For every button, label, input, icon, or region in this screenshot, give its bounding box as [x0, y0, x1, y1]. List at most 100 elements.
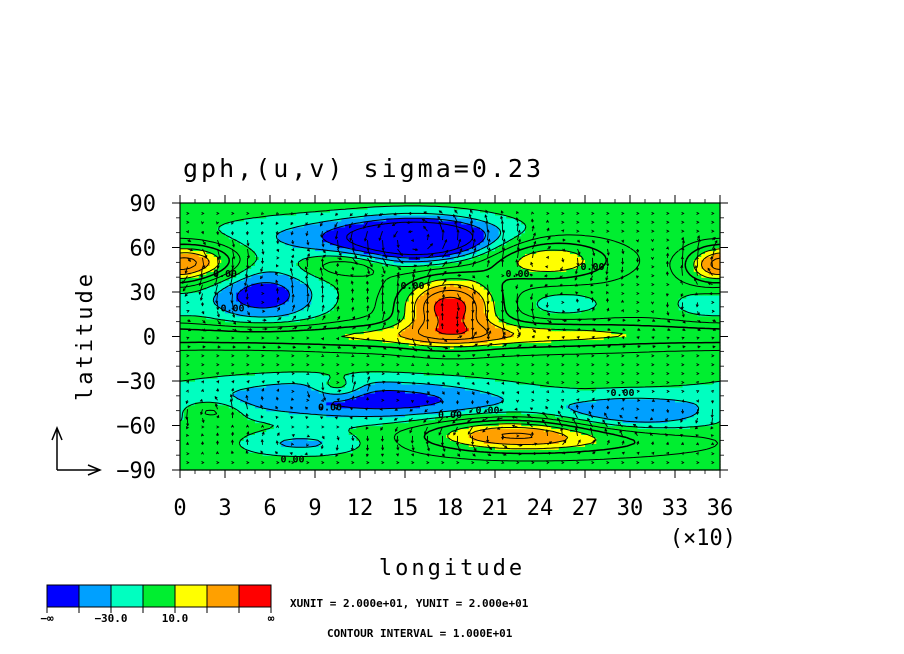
field-cell	[326, 446, 331, 450]
field-cell	[637, 461, 642, 465]
field-cell	[408, 446, 414, 450]
field-cell	[457, 458, 462, 462]
field-cell	[543, 437, 549, 441]
field-cell	[390, 449, 395, 453]
field-cell	[566, 461, 571, 465]
field-cell	[525, 455, 530, 459]
field-cell	[217, 446, 222, 450]
field-cell	[517, 440, 522, 444]
field-cell	[675, 467, 680, 471]
field-cell	[277, 440, 282, 444]
field-cell	[498, 449, 504, 453]
field-cell	[307, 434, 312, 438]
field-cell	[457, 467, 462, 471]
field-cell	[251, 434, 256, 438]
field-cell	[333, 443, 339, 447]
field-cell	[405, 449, 410, 453]
field-cell	[633, 461, 639, 465]
field-cell	[303, 467, 309, 471]
field-cell	[221, 455, 226, 459]
field-cell	[506, 458, 511, 462]
field-cell	[273, 446, 279, 450]
field-cell	[195, 437, 200, 441]
field-cell	[712, 452, 717, 456]
field-cell	[326, 458, 331, 462]
field-cell	[675, 455, 680, 459]
field-cell	[210, 455, 215, 459]
field-cell	[180, 461, 185, 465]
field-cell	[536, 467, 541, 471]
field-cell	[401, 449, 406, 453]
field-cell	[450, 464, 455, 468]
field-cell	[502, 434, 507, 438]
field-cell	[577, 437, 582, 441]
field-cell	[555, 467, 560, 471]
field-cell	[247, 434, 252, 438]
field-cell	[333, 449, 339, 453]
field-cell	[221, 461, 226, 465]
field-cell	[708, 467, 714, 471]
field-cell	[510, 440, 515, 444]
field-cell	[412, 455, 417, 459]
field-cell	[427, 437, 432, 441]
field-cell	[450, 437, 455, 441]
field-cell	[273, 455, 279, 459]
field-cell	[228, 437, 234, 441]
field-cell	[600, 467, 605, 471]
field-cell	[232, 437, 237, 441]
field-cell	[712, 455, 717, 459]
field-cell	[431, 464, 436, 468]
field-cell	[693, 443, 699, 447]
field-cell	[300, 452, 305, 456]
field-cell	[521, 461, 526, 465]
field-cell	[382, 434, 387, 438]
field-cell	[408, 440, 414, 444]
field-cell	[716, 449, 721, 453]
field-cell	[712, 446, 717, 450]
field-cell	[615, 455, 620, 459]
field-cell	[671, 458, 676, 462]
field-cell	[596, 464, 601, 468]
field-cell	[540, 458, 545, 462]
field-cell	[225, 455, 230, 459]
field-cell	[667, 461, 672, 465]
field-cell	[468, 440, 474, 444]
field-cell	[607, 449, 612, 453]
field-cell	[446, 437, 451, 441]
field-cell	[191, 467, 196, 471]
field-cell	[682, 446, 687, 450]
field-cell	[555, 434, 560, 438]
field-cell	[390, 437, 395, 441]
field-cell	[502, 440, 507, 444]
field-cell	[446, 440, 451, 444]
field-cell	[476, 455, 481, 459]
field-cell	[277, 449, 282, 453]
field-cell	[180, 467, 185, 471]
field-cell	[348, 434, 354, 438]
field-cell	[528, 464, 534, 468]
field-cell	[450, 440, 455, 444]
field-cell	[551, 452, 556, 456]
field-cell	[502, 449, 507, 453]
field-cell	[637, 437, 642, 441]
field-cell	[416, 461, 421, 465]
field-cell	[588, 440, 594, 444]
field-cell	[307, 455, 312, 459]
field-cell	[562, 437, 567, 441]
field-cell	[498, 452, 504, 456]
field-cell	[600, 461, 605, 465]
field-cell	[232, 443, 237, 447]
field-cell	[363, 461, 369, 465]
field-cell	[671, 464, 676, 468]
field-cell	[528, 458, 534, 462]
field-cell	[517, 458, 522, 462]
field-cell	[457, 461, 462, 465]
field-cell	[210, 449, 215, 453]
field-cell	[311, 455, 316, 459]
field-cell	[401, 434, 406, 438]
field-cell	[232, 440, 237, 444]
field-cell	[663, 449, 669, 453]
field-cell	[686, 443, 691, 447]
field-cell	[633, 437, 639, 441]
field-cell	[337, 461, 342, 465]
